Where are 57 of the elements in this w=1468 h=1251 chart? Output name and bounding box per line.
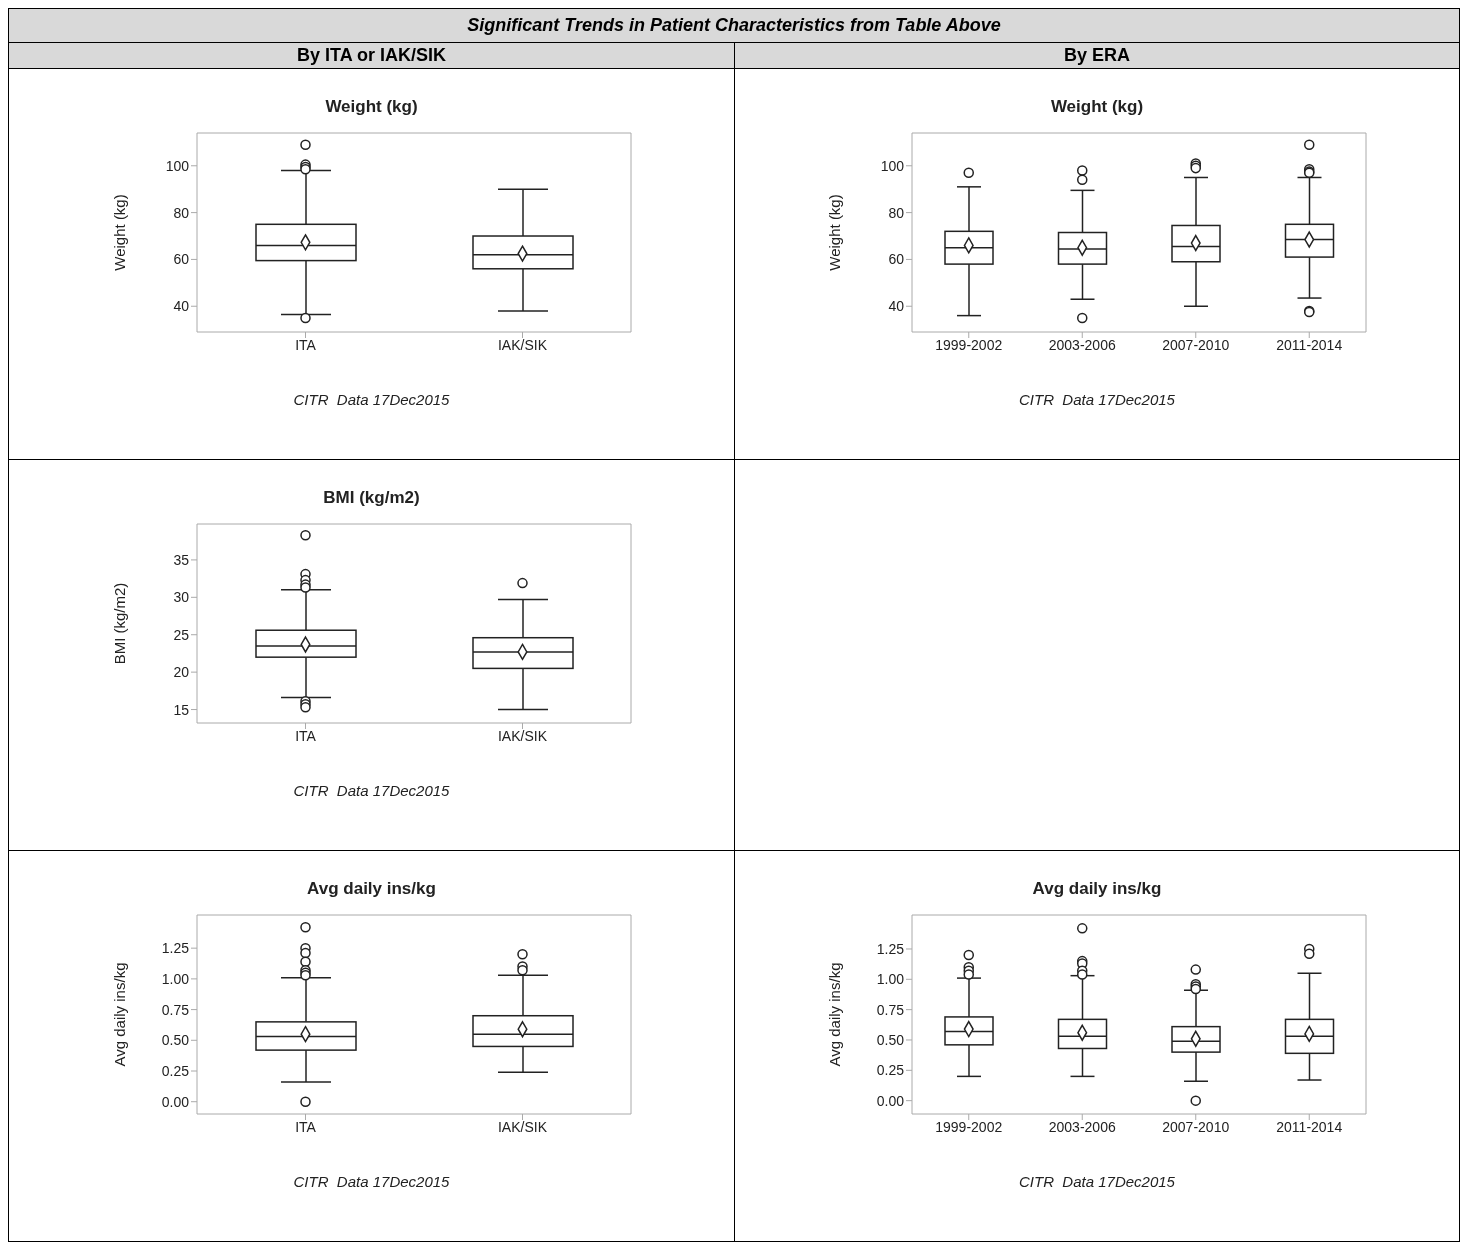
y-tick-label: 20	[172, 664, 189, 681]
y-tick-label: 0.75	[161, 1001, 189, 1018]
y-axis-title: Avg daily ins/kg	[826, 962, 844, 1067]
text: CITR Data 17Dec2015	[293, 1173, 450, 1190]
y-tick-label: 1.00	[161, 970, 189, 987]
chart-title: Weight (kg)	[325, 97, 418, 117]
y-tick-label: 0.00	[876, 1092, 905, 1109]
x-tick-label: 2007-2010	[1162, 1118, 1230, 1135]
x-tick-label: ITA	[294, 727, 317, 744]
y-axis-title: Avg daily ins/kg	[110, 962, 128, 1067]
x-tick-label: IAK/SIK	[497, 336, 548, 353]
text: CITR Data 17Dec2015	[293, 782, 450, 799]
y-tick-label: 25	[172, 626, 189, 643]
y-tick-label: 0.75	[876, 1001, 905, 1018]
x-tick-label: 2011-2014	[1276, 336, 1343, 353]
chart-title: Weight (kg)	[1050, 97, 1144, 117]
y-axis-title: Weight (kg)	[826, 194, 844, 271]
y-tick-label: 80	[888, 204, 905, 221]
text: By ITA or IAK/SIK	[296, 44, 447, 67]
y-tick-label: 1.00	[876, 971, 905, 988]
chart-title: Avg daily ins/kg	[1032, 879, 1162, 899]
y-tick-label: 0.25	[161, 1062, 189, 1079]
x-tick-label: IAK/SIK	[497, 727, 548, 744]
y-tick-label: 1.25	[161, 940, 189, 957]
y-tick-label: 30	[172, 589, 189, 606]
x-tick-label: 2003-2006	[1048, 336, 1116, 353]
y-tick-label: 0.50	[876, 1031, 905, 1048]
text: By ERA	[734, 43, 1459, 68]
y-tick-label: 0.25	[876, 1062, 905, 1079]
chart-title: BMI (kg/m2)	[323, 488, 420, 508]
y-tick-label: 0.00	[161, 1093, 189, 1110]
y-tick-label: 15	[172, 701, 189, 718]
text: CITR Data 17Dec2015	[1019, 391, 1175, 408]
x-tick-label: ITA	[294, 336, 317, 353]
y-tick-label: 1.25	[876, 940, 905, 957]
y-tick-label: 60	[172, 251, 189, 268]
y-tick-label: 40	[888, 298, 905, 315]
x-tick-label: 2011-2014	[1276, 1118, 1343, 1135]
x-tick-label: 1999-2002	[935, 336, 1003, 353]
y-axis-title: Weight (kg)	[110, 194, 128, 271]
x-tick-label: 1999-2002	[935, 1118, 1003, 1135]
y-tick-label: 80	[172, 204, 189, 221]
x-tick-label: IAK/SIK	[497, 1118, 548, 1135]
x-tick-label: ITA	[294, 1118, 317, 1135]
text: CITR Data 17Dec2015	[1019, 1173, 1175, 1190]
y-tick-label: 100	[880, 157, 905, 174]
y-tick-label: 35	[172, 551, 189, 568]
y-axis-title: BMI (kg/m2)	[110, 582, 128, 665]
y-tick-label: 100	[165, 157, 189, 174]
text: Significant Trends in Patient Characteristics from Table Above	[9, 9, 1459, 43]
y-tick-label: 40	[172, 298, 189, 315]
x-tick-label: 2007-2010	[1162, 336, 1230, 353]
chart-title: Avg daily ins/kg	[307, 879, 436, 899]
x-tick-label: 2003-2006	[1048, 1118, 1116, 1135]
y-tick-label: 0.50	[161, 1032, 189, 1049]
text: CITR Data 17Dec2015	[293, 391, 450, 408]
y-tick-label: 60	[888, 251, 905, 268]
